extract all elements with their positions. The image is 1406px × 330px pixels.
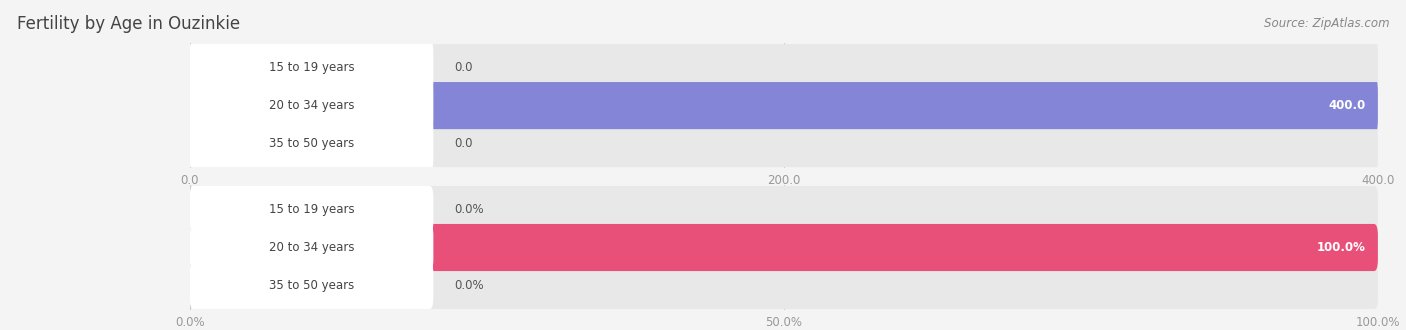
FancyBboxPatch shape [190, 120, 1378, 167]
Text: 35 to 50 years: 35 to 50 years [269, 137, 354, 150]
FancyBboxPatch shape [190, 44, 433, 91]
FancyBboxPatch shape [190, 262, 1378, 309]
FancyBboxPatch shape [190, 224, 1378, 271]
Text: 0.0: 0.0 [454, 137, 474, 150]
FancyBboxPatch shape [190, 82, 1378, 129]
FancyBboxPatch shape [190, 186, 433, 233]
Text: 0.0: 0.0 [454, 61, 474, 74]
FancyBboxPatch shape [190, 262, 433, 309]
Text: 20 to 34 years: 20 to 34 years [269, 241, 354, 254]
Text: Fertility by Age in Ouzinkie: Fertility by Age in Ouzinkie [17, 15, 240, 33]
FancyBboxPatch shape [190, 82, 1378, 129]
Text: 20 to 34 years: 20 to 34 years [269, 99, 354, 112]
FancyBboxPatch shape [190, 82, 433, 129]
FancyBboxPatch shape [190, 224, 1378, 271]
Text: 100.0%: 100.0% [1317, 241, 1367, 254]
FancyBboxPatch shape [190, 44, 1378, 91]
Text: 0.0%: 0.0% [454, 203, 485, 216]
Text: 35 to 50 years: 35 to 50 years [269, 279, 354, 292]
Text: 0.0%: 0.0% [454, 279, 485, 292]
Text: 15 to 19 years: 15 to 19 years [269, 203, 354, 216]
Text: 15 to 19 years: 15 to 19 years [269, 61, 354, 74]
FancyBboxPatch shape [190, 186, 1378, 233]
FancyBboxPatch shape [190, 224, 433, 271]
Text: Source: ZipAtlas.com: Source: ZipAtlas.com [1264, 17, 1389, 30]
Text: 400.0: 400.0 [1329, 99, 1367, 112]
FancyBboxPatch shape [190, 120, 433, 167]
